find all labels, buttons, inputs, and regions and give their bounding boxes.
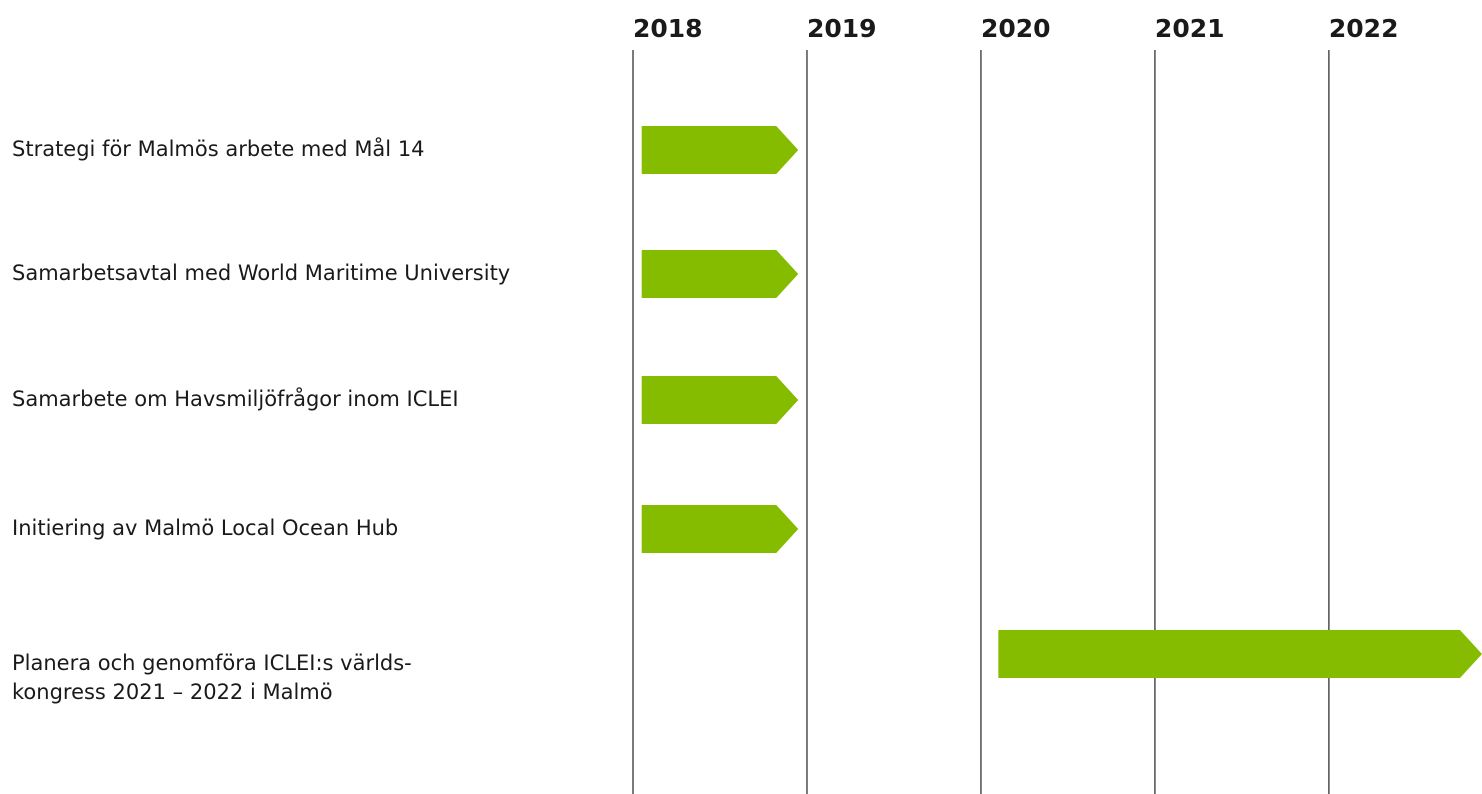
x-tick-label: 2020 xyxy=(981,14,1051,43)
x-tick-label: 2022 xyxy=(1329,14,1399,43)
category-label: Samarbete om Havsmiljöfrågor inom ICLEI xyxy=(12,386,459,411)
bar xyxy=(641,126,799,174)
x-tick-label: 2018 xyxy=(633,14,703,43)
x-tick-label: 2019 xyxy=(807,14,877,43)
bar xyxy=(641,376,799,424)
bar xyxy=(641,505,799,553)
category-label: kongress 2021 – 2022 i Malmö xyxy=(12,680,333,704)
bar xyxy=(641,250,799,298)
x-tick-label: 2021 xyxy=(1155,14,1225,43)
category-label: Samarbetsavtal med World Maritime Univer… xyxy=(12,261,510,285)
bar xyxy=(998,630,1482,678)
category-label: Strategi för Malmös arbete med Mål 14 xyxy=(12,136,425,161)
category-label: Initiering av Malmö Local Ocean Hub xyxy=(12,516,398,540)
category-label: Planera och genomföra ICLEI:s världs- xyxy=(12,651,412,675)
